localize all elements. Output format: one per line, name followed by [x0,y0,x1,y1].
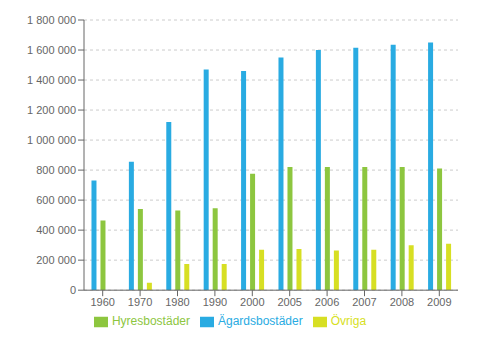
svg-text:2005: 2005 [277,296,301,308]
svg-text:1990: 1990 [203,296,227,308]
svg-text:1 200 000: 1 200 000 [27,104,76,116]
svg-text:200 000: 200 000 [36,254,76,266]
svg-text:400 000: 400 000 [36,224,76,236]
svg-text:1 400 000: 1 400 000 [27,74,76,86]
html-text:Hyresbostäder: Hyresbostäder [111,314,190,329]
svg-text:2007: 2007 [352,296,376,308]
svg-text:2008: 2008 [390,296,414,308]
svg-text:2006: 2006 [315,296,339,308]
svg-text:0: 0 [70,284,76,296]
svg-text:1 600 000: 1 600 000 [27,44,76,56]
svg-text:1 800 000: 1 800 000 [27,14,76,26]
svg-text:2000: 2000 [240,296,264,308]
svg-text:2009: 2009 [427,296,451,308]
html-text:Ägardsbostäder: Ägardsbostäder [218,314,303,329]
svg-text:1 000 000: 1 000 000 [27,134,76,146]
svg-text:1960: 1960 [90,296,114,308]
svg-text:600 000: 600 000 [36,194,76,206]
svg-text:1980: 1980 [165,296,189,308]
svg-text:800 000: 800 000 [36,164,76,176]
html-text:Övriga: Övriga [330,314,367,329]
svg-text:1970: 1970 [128,296,152,308]
